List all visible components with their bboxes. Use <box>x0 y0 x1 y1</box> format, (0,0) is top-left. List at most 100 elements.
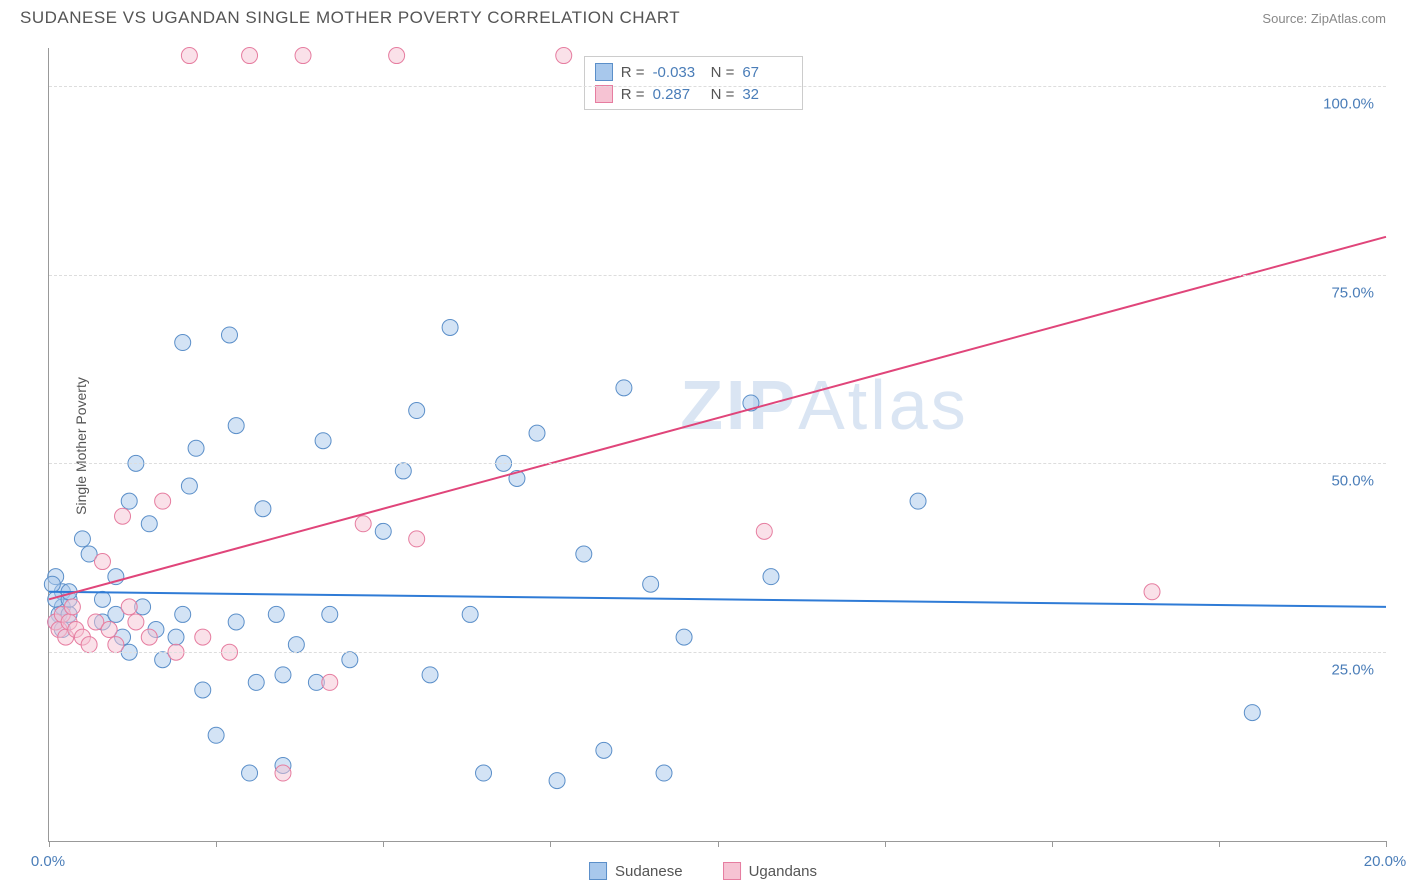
scatter-point <box>195 682 211 698</box>
stats-n-value: 32 <box>742 86 792 103</box>
scatter-point <box>656 765 672 781</box>
y-tick-label: 75.0% <box>1331 284 1374 301</box>
stats-n-label: N = <box>711 64 735 81</box>
scatter-point <box>315 433 331 449</box>
scatter-point <box>355 516 371 532</box>
legend-label: Ugandans <box>749 863 817 880</box>
scatter-point <box>74 531 90 547</box>
scatter-point <box>375 523 391 539</box>
scatter-point <box>616 380 632 396</box>
stats-r-value: 0.287 <box>653 86 703 103</box>
x-tick <box>216 841 217 847</box>
scatter-point <box>462 606 478 622</box>
source-label: Source: <box>1262 11 1307 26</box>
scatter-point <box>242 765 258 781</box>
scatter-point <box>248 674 264 690</box>
scatter-point <box>389 48 405 64</box>
scatter-svg <box>49 48 1386 841</box>
scatter-point <box>64 599 80 615</box>
x-tick <box>1052 841 1053 847</box>
scatter-point <box>108 637 124 653</box>
x-tick <box>383 841 384 847</box>
scatter-point <box>556 48 572 64</box>
scatter-point <box>910 493 926 509</box>
stats-r-label: R = <box>621 86 645 103</box>
scatter-point <box>115 508 131 524</box>
x-tick <box>718 841 719 847</box>
scatter-point <box>295 48 311 64</box>
legend-item: Sudanese <box>589 862 683 880</box>
scatter-point <box>268 606 284 622</box>
source-name: ZipAtlas.com <box>1311 11 1386 26</box>
scatter-point <box>275 667 291 683</box>
x-tick <box>1219 841 1220 847</box>
stats-row: R = -0.033 N = 67 <box>595 61 793 83</box>
scatter-point <box>596 742 612 758</box>
legend-label: Sudanese <box>615 863 683 880</box>
scatter-point <box>141 629 157 645</box>
scatter-point <box>94 591 110 607</box>
scatter-point <box>395 463 411 479</box>
trend-line <box>49 237 1386 600</box>
scatter-point <box>275 765 291 781</box>
x-tick-label: 20.0% <box>1364 853 1406 870</box>
scatter-point <box>1244 705 1260 721</box>
scatter-point <box>181 48 197 64</box>
scatter-point <box>121 493 137 509</box>
scatter-point <box>409 403 425 419</box>
scatter-point <box>255 501 271 517</box>
scatter-point <box>288 637 304 653</box>
y-tick-label: 25.0% <box>1331 662 1374 679</box>
scatter-point <box>81 637 97 653</box>
scatter-point <box>44 576 60 592</box>
stats-swatch <box>595 85 613 103</box>
stats-r-label: R = <box>621 64 645 81</box>
scatter-point <box>643 576 659 592</box>
legend-item: Ugandans <box>723 862 817 880</box>
scatter-point <box>195 629 211 645</box>
scatter-point <box>121 599 137 615</box>
gridline-h <box>49 275 1386 276</box>
scatter-point <box>322 606 338 622</box>
y-tick-label: 100.0% <box>1323 95 1374 112</box>
x-tick <box>885 841 886 847</box>
scatter-point <box>442 319 458 335</box>
x-tick <box>550 841 551 847</box>
scatter-point <box>128 614 144 630</box>
stats-r-value: -0.033 <box>653 64 703 81</box>
stats-swatch <box>595 63 613 81</box>
gridline-h <box>49 652 1386 653</box>
scatter-point <box>409 531 425 547</box>
gridline-h <box>49 86 1386 87</box>
scatter-point <box>242 48 258 64</box>
scatter-point <box>175 335 191 351</box>
legend-swatch <box>723 862 741 880</box>
scatter-point <box>1144 584 1160 600</box>
scatter-point <box>676 629 692 645</box>
scatter-point <box>168 629 184 645</box>
scatter-point <box>476 765 492 781</box>
x-tick <box>49 841 50 847</box>
scatter-point <box>141 516 157 532</box>
scatter-point <box>529 425 545 441</box>
scatter-point <box>208 727 224 743</box>
scatter-point <box>188 440 204 456</box>
chart-plot-area: ZIPAtlas R = -0.033 N = 67 R = 0.287 N =… <box>48 48 1386 842</box>
stats-legend-box: R = -0.033 N = 67 R = 0.287 N = 32 <box>584 56 804 110</box>
scatter-point <box>228 614 244 630</box>
legend-swatch <box>589 862 607 880</box>
x-tick-label: 0.0% <box>31 853 65 870</box>
chart-source: Source: ZipAtlas.com <box>1262 11 1386 26</box>
x-tick <box>1386 841 1387 847</box>
scatter-point <box>756 523 772 539</box>
scatter-point <box>94 554 110 570</box>
scatter-point <box>221 327 237 343</box>
chart-title: SUDANESE VS UGANDAN SINGLE MOTHER POVERT… <box>20 8 680 28</box>
scatter-point <box>763 569 779 585</box>
scatter-point <box>155 493 171 509</box>
gridline-h <box>49 463 1386 464</box>
scatter-point <box>422 667 438 683</box>
scatter-point <box>342 652 358 668</box>
y-tick-label: 50.0% <box>1331 473 1374 490</box>
scatter-point <box>175 606 191 622</box>
